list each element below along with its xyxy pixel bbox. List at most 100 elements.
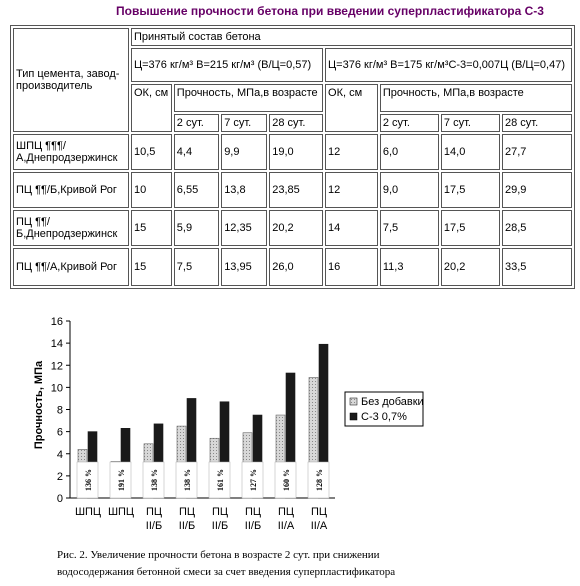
value-cell: 9,0 (379, 172, 439, 208)
value-cell: 12 (325, 172, 378, 208)
data-table: Тип цемента, завод-производитель Приняты… (10, 25, 575, 289)
x-tick-label: II/А (311, 520, 328, 532)
ratio-box (274, 461, 297, 499)
header-cell: Прочность, МПа,в возрасте (379, 84, 572, 112)
value-cell: 10,5 (131, 134, 172, 170)
caption: Рис. 2. Увеличение прочности бетона в во… (57, 549, 380, 561)
value-cell: 13,8 (221, 172, 268, 208)
header-cell: ОК, см (131, 84, 172, 132)
legend-swatch (349, 412, 358, 421)
value-cell: 17,5 (440, 210, 500, 246)
row-label: ПЦ ¶¶/ Б,Днепродзержинск (13, 210, 129, 246)
value-cell: 16 (325, 248, 378, 286)
page-title: Повышение прочности бетона при введении … (116, 4, 544, 18)
x-tick-label: II/Б (179, 520, 195, 532)
y-tick-label: 14 (51, 338, 63, 350)
value-cell: 20,2 (269, 210, 324, 246)
ratio-box (307, 461, 330, 499)
value-cell: 26,0 (269, 248, 324, 286)
ratio-box (208, 461, 231, 499)
header-cell: Тип цемента, завод-производитель (13, 28, 129, 132)
caption: водосодержания бетонной смеси за счет вв… (57, 566, 395, 578)
value-cell: 14,0 (440, 134, 500, 170)
value-cell: 5,9 (173, 210, 220, 246)
value-cell: 12 (325, 134, 378, 170)
value-cell: 14 (325, 210, 378, 246)
y-tick-label: 10 (51, 382, 63, 394)
header-cell: 7 сут. (221, 114, 268, 132)
value-cell: 4,4 (173, 134, 220, 170)
value-cell: 6,0 (379, 134, 439, 170)
row-label: ПЦ ¶¶/А,Кривой Рог (13, 248, 129, 286)
y-tick-label: 6 (57, 427, 63, 439)
value-cell: 13,95 (221, 248, 268, 286)
x-tick-label: ШПЦ (75, 506, 101, 518)
header-cell: ОК, см (325, 84, 378, 132)
value-cell: 27,7 (501, 134, 572, 170)
chart: Прочность, МПа Рис. 2. Увеличение прочно… (33, 316, 424, 578)
value-cell: 28,5 (501, 210, 572, 246)
header-cell: 2 сут. (173, 114, 220, 132)
x-tick-label: II/А (278, 520, 295, 532)
value-cell: 12,35 (221, 210, 268, 246)
ratio-box (76, 461, 99, 499)
ratio-label: 138 % (150, 469, 159, 491)
y-tick-label: 4 (57, 449, 63, 461)
ratio-box (241, 461, 264, 499)
legend (344, 391, 424, 427)
x-tick-label: ПЦ (278, 506, 294, 518)
x-tick-label: ПЦ (212, 506, 228, 518)
header-cell: 2 сут. (379, 114, 439, 132)
legend-label: Без добавки (361, 396, 424, 408)
y-tick-label: 16 (51, 316, 63, 328)
ratio-label: 138 % (183, 469, 192, 491)
header-cell: 28 сут. (269, 114, 324, 132)
ratio-label: 191 % (117, 469, 126, 491)
ratio-label: 136 % (84, 469, 93, 491)
y-axis-label: Прочность, МПа (33, 360, 45, 449)
value-cell: 33,5 (501, 248, 572, 286)
y-tick-label: 8 (57, 405, 63, 417)
x-tick-label: ПЦ (311, 506, 327, 518)
x-tick-label: II/Б (212, 520, 228, 532)
y-tick-label: 0 (57, 493, 63, 505)
x-tick-label: ПЦ (179, 506, 195, 518)
row-label: ШПЦ ¶¶¶/ А,Днепродзержинск (13, 134, 129, 170)
header-cell: Принятый состав бетона (131, 28, 572, 46)
header-cell: 7 сут. (440, 114, 500, 132)
ratio-label: 128 % (315, 469, 324, 491)
ratio-label: 161 % (216, 469, 225, 491)
x-tick-label: II/Б (245, 520, 261, 532)
y-tick-label: 12 (51, 360, 63, 372)
legend-label: С-3 0,7% (361, 411, 407, 423)
value-cell: 29,9 (501, 172, 572, 208)
value-cell: 7,5 (379, 210, 439, 246)
header-cell: Ц=376 кг/м³ В=215 кг/м³ (В/Ц=0,57) (131, 48, 324, 82)
value-cell: 6,55 (173, 172, 220, 208)
value-cell: 15 (131, 210, 172, 246)
row-label: ПЦ ¶¶/Б,Кривой Рог (13, 172, 129, 208)
x-tick-label: II/Б (146, 520, 162, 532)
value-cell: 9,9 (221, 134, 268, 170)
ratio-box (175, 461, 198, 499)
value-cell: 17,5 (440, 172, 500, 208)
y-tick-label: 2 (57, 471, 63, 483)
ratio-label: 127 % (249, 469, 258, 491)
ratio-box (109, 461, 132, 499)
value-cell: 19,0 (269, 134, 324, 170)
header-cell: 28 сут. (501, 114, 572, 132)
x-tick-label: ПЦ (245, 506, 261, 518)
value-cell: 11,3 (379, 248, 439, 286)
value-cell: 23,85 (269, 172, 324, 208)
value-cell: 10 (131, 172, 172, 208)
x-tick-label: ПЦ (146, 506, 162, 518)
value-cell: 15 (131, 248, 172, 286)
ratio-box (142, 461, 165, 499)
header-cell: Прочность, МПа,в возрасте (173, 84, 324, 112)
header-cell: Ц=376 кг/м³ В=175 кг/м³С-3=0,007Ц (В/Ц=0… (325, 48, 572, 82)
legend-swatch (349, 397, 358, 406)
value-cell: 7,5 (173, 248, 220, 286)
value-cell: 20,2 (440, 248, 500, 286)
ratio-label: 160 % (282, 469, 291, 491)
